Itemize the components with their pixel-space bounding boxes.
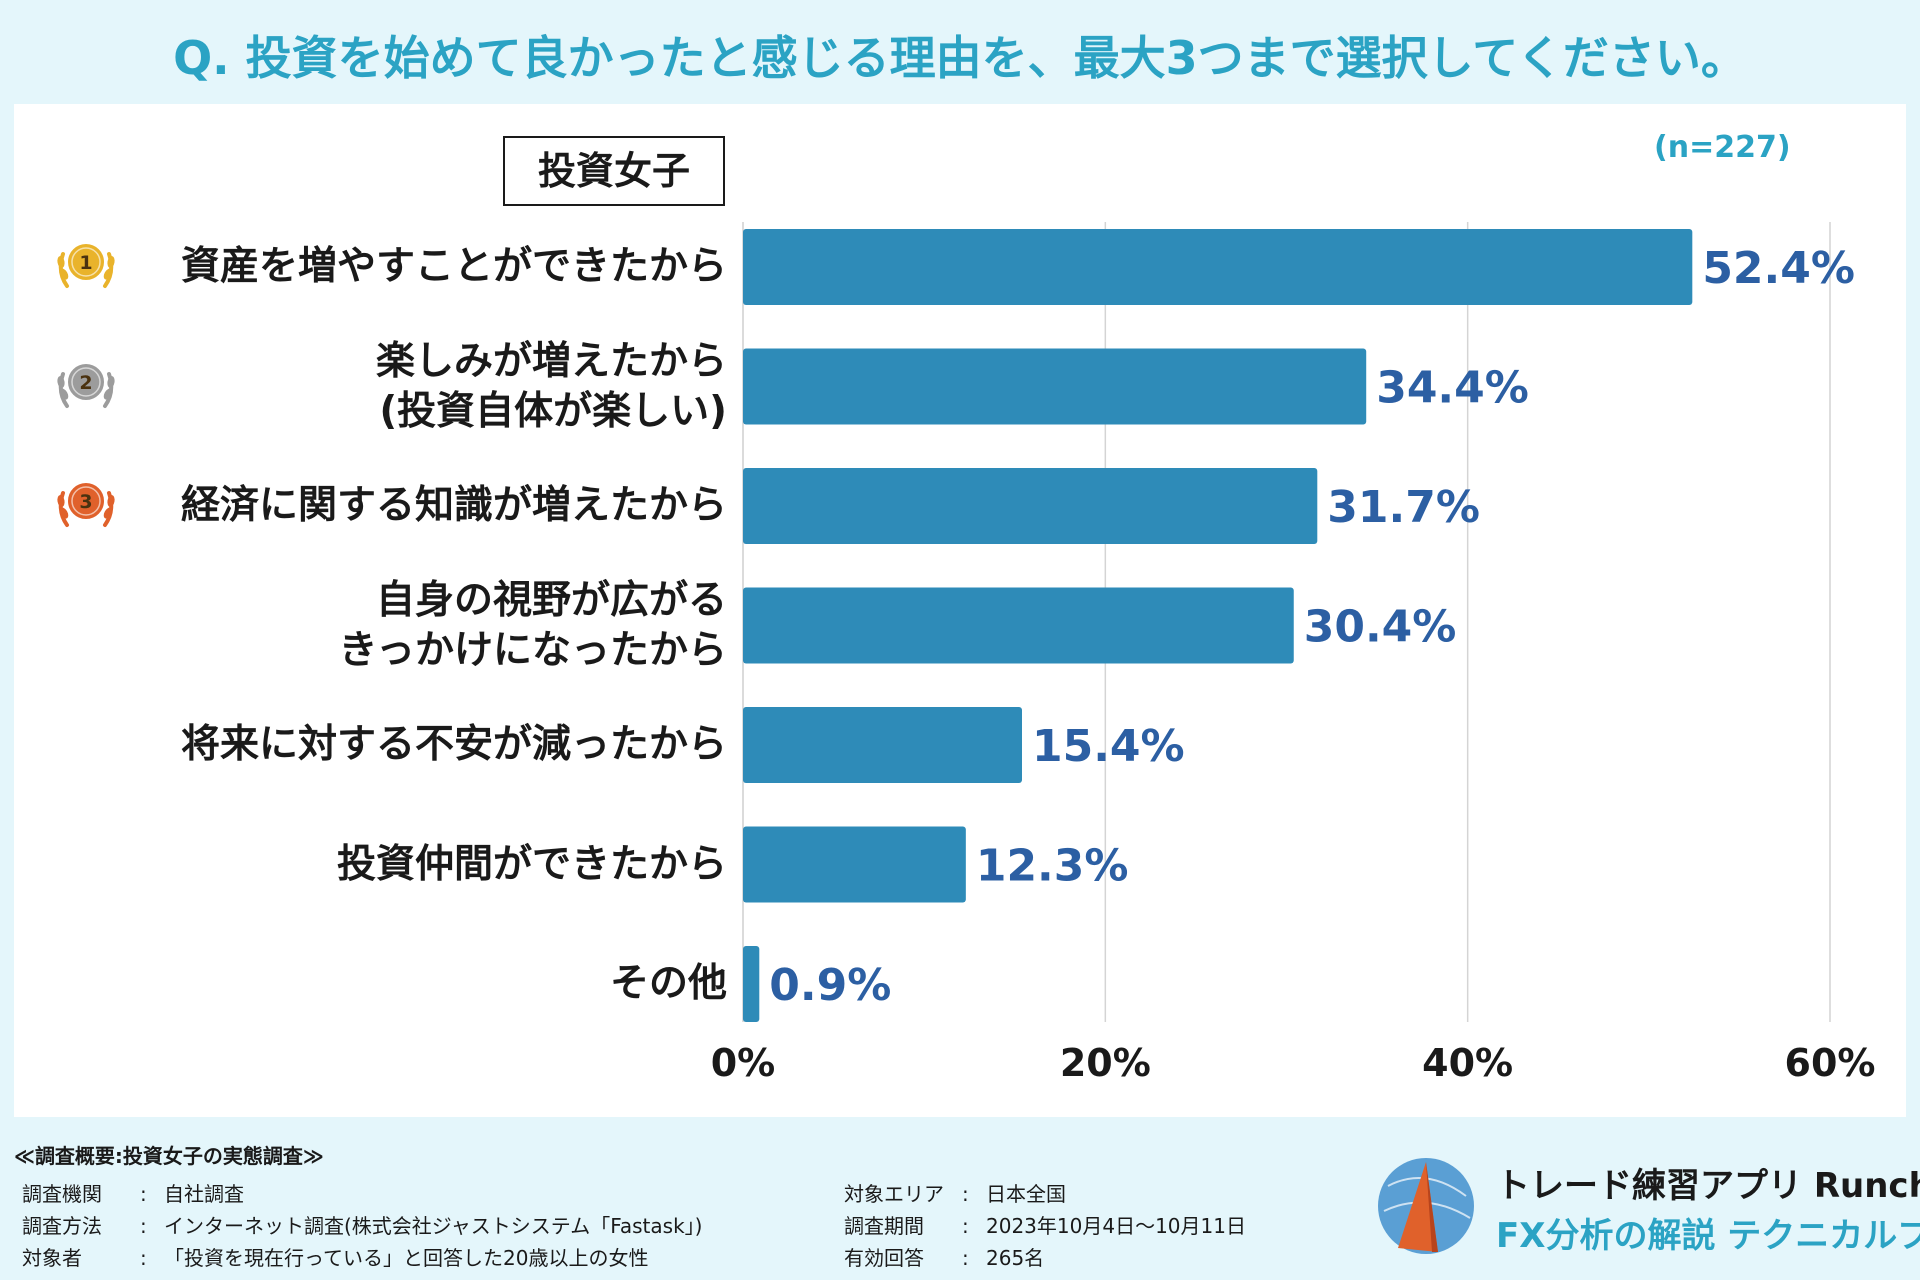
bar xyxy=(743,348,1367,425)
brand-app-name: トレード練習アプリ Runcha xyxy=(1496,1166,1920,1206)
survey-row-period: 調査期間:2023年10月4日〜10月11日 xyxy=(844,1210,1246,1239)
survey-key: 対象者 xyxy=(22,1246,82,1270)
data-label: 15.4% xyxy=(1032,721,1185,772)
survey-row-area: 対象エリア: 日本全国 xyxy=(844,1178,1066,1207)
data-label: 34.4% xyxy=(1376,363,1529,414)
survey-value: 「投資を現在行っている」と回答した20歳以上の女性 xyxy=(164,1246,649,1270)
brand-subtitle: FX分析の解説 テクニカルブック xyxy=(1496,1216,1920,1256)
category-label: 楽しみが増えたから (投資自体が楽しい) xyxy=(27,337,727,437)
rank-2-medal-icon: 2 xyxy=(57,361,115,408)
chart-panel: 投資女子 (n=227) 0% 20% 40% 60% 52.4% 34.4% 31.7% 3… xyxy=(14,104,1906,1117)
survey-value: 日本全国 xyxy=(986,1182,1066,1206)
medal-rank-number: 1 xyxy=(79,252,92,274)
bar xyxy=(743,587,1294,664)
survey-key: 調査方法 xyxy=(22,1214,102,1238)
category-label: 自身の視野が広がる きっかけになったから xyxy=(27,576,727,676)
rank-3-medal-icon: 3 xyxy=(57,481,115,527)
survey-row-subjects: 対象者: 「投資を現在行っている」と回答した20歳以上の女性 xyxy=(22,1242,648,1271)
category-label: 投資仲間ができたから xyxy=(27,840,727,890)
data-label: 31.7% xyxy=(1327,482,1480,533)
category-label-line: 投資仲間ができたから xyxy=(336,841,727,887)
category-label-line: 楽しみが増えたから xyxy=(375,338,727,384)
survey-key: 調査期間 xyxy=(844,1214,924,1238)
segment-label: 投資女子 xyxy=(503,136,725,206)
category-label-line: 自身の視野が広がる xyxy=(375,577,727,623)
bar xyxy=(743,946,760,1022)
survey-row-method: 調査方法: インターネット調査(株式会社ジャストシステム「Fastask」) xyxy=(22,1210,702,1239)
survey-key: 対象エリア xyxy=(844,1182,944,1206)
bar xyxy=(743,229,1693,305)
survey-separator: : xyxy=(140,1246,147,1270)
category-label: 資産を増やすことができたから xyxy=(27,242,727,292)
survey-value: 自社調査 xyxy=(164,1182,244,1206)
bar xyxy=(743,707,1022,783)
rank-1-medal-icon: 1 xyxy=(57,242,115,288)
survey-key: 調査機関 xyxy=(22,1182,102,1206)
survey-value: 2023年10月4日〜10月11日 xyxy=(986,1214,1246,1238)
survey-separator: : xyxy=(140,1214,147,1238)
runcha-logo-icon xyxy=(1378,1158,1474,1254)
category-label-line: その他 xyxy=(609,961,727,1006)
survey-separator: : xyxy=(962,1214,969,1238)
sample-size: (n=227) xyxy=(1654,130,1791,165)
category-label: その他 xyxy=(27,959,727,1009)
medal-rank-number: 3 xyxy=(79,491,92,513)
x-tick-label: 40% xyxy=(1422,1041,1513,1085)
survey-row-responses: 有効回答:265名 xyxy=(844,1242,1044,1271)
x-tick-label: 20% xyxy=(1060,1041,1151,1085)
x-tick-label: 0% xyxy=(711,1041,776,1085)
survey-value: インターネット調査(株式会社ジャストシステム「Fastask」) xyxy=(164,1214,703,1238)
category-label-line: 経済に関する知識が増えたから xyxy=(180,483,727,528)
survey-key: 有効回答 xyxy=(844,1246,924,1270)
data-label: 0.9% xyxy=(769,960,891,1011)
data-label: 30.4% xyxy=(1304,602,1457,653)
category-label-line: 資産を増やすことができたから xyxy=(180,244,727,289)
data-label: 52.4% xyxy=(1702,243,1855,294)
survey-separator: : xyxy=(140,1182,147,1206)
survey-value: 265名 xyxy=(986,1246,1045,1270)
category-label: 将来に対する不安が減ったから xyxy=(27,720,727,770)
survey-separator: : xyxy=(962,1246,969,1270)
x-tick-label: 60% xyxy=(1785,1041,1876,1085)
category-label-line: 将来に対する不安が減ったから xyxy=(180,722,727,767)
category-label: 経済に関する知識が増えたから xyxy=(27,481,727,531)
medal-rank-number: 2 xyxy=(79,372,92,394)
survey-row-organization: 調査機関: 自社調査 xyxy=(22,1178,244,1207)
bar-chart: 0% 20% 40% 60% 52.4% 34.4% 31.7% 30.4% 15.4% 12.3… xyxy=(711,222,1876,1085)
question-title: Q. 投資を始めて良かったと感じる理由を、最大3つまで選択してください。 xyxy=(173,31,1747,85)
bar xyxy=(743,468,1318,544)
category-label-line: (投資自体が楽しい) xyxy=(379,388,727,434)
data-label: 12.3% xyxy=(976,841,1129,892)
bar xyxy=(743,826,966,903)
survey-separator: : xyxy=(962,1182,969,1206)
survey-heading: ≪調査概要:投資女子の実態調査≫ xyxy=(14,1144,324,1168)
category-label-line: きっかけになったから xyxy=(338,627,727,673)
